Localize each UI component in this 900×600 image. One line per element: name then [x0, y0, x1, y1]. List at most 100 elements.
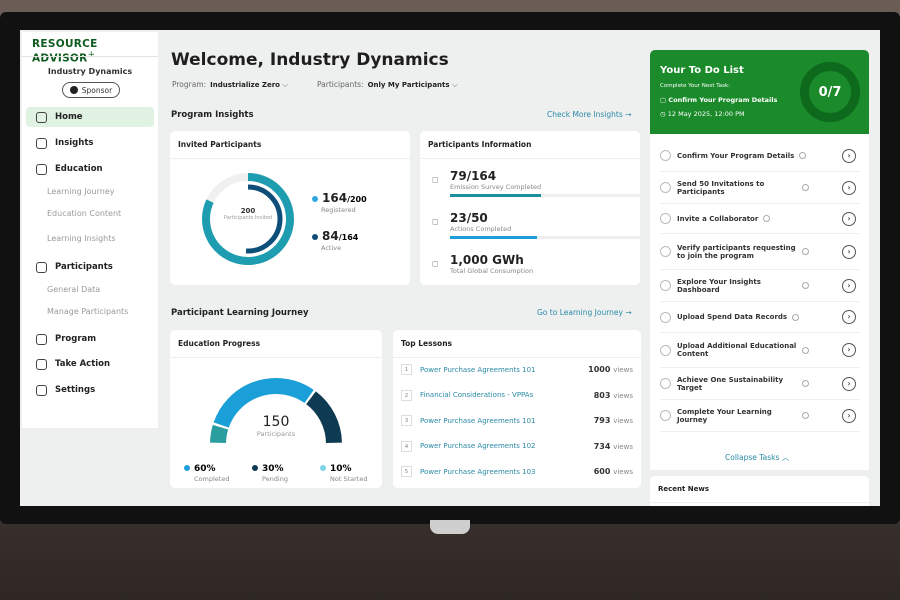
- book-icon: [36, 163, 47, 175]
- check-more-insights-link[interactable]: Check More Insights →: [547, 110, 632, 119]
- clipboard-icon: ▢: [660, 96, 667, 104]
- checkbox[interactable]: [660, 213, 671, 224]
- todo-task[interactable]: Upload Spend Data Records ›: [660, 302, 860, 333]
- sidebar-item[interactable]: Home: [26, 107, 154, 127]
- chevron-right-icon[interactable]: ›: [842, 148, 856, 163]
- sidebar-subitem[interactable]: Learning Journey: [47, 187, 115, 196]
- help-icon[interactable]: [802, 412, 809, 419]
- lesson-link: Power Purchase Agreements 103: [420, 467, 536, 476]
- divider: [22, 56, 158, 57]
- lesson-row[interactable]: 5 Power Purchase Agreements 103 600 views: [401, 466, 633, 477]
- help-icon[interactable]: [802, 282, 809, 289]
- todo-task[interactable]: Verify participants requesting to join t…: [660, 234, 860, 270]
- collapse-tasks-button[interactable]: Collapse Tasks ︿: [725, 453, 790, 462]
- next-task-link[interactable]: ▢ Confirm Your Program Details: [660, 96, 778, 104]
- todo-list: Confirm Your Program Details › Send 50 Inv…: [650, 134, 869, 470]
- section-title-insights: Program Insights: [171, 110, 254, 120]
- checkbox[interactable]: [660, 182, 671, 193]
- invited-participants-card: Invited Participants 200 Participants In…: [170, 131, 410, 285]
- todo-task[interactable]: Invite a Collaborator ›: [660, 204, 860, 234]
- gauge-legend-item: 10% Not Started: [320, 456, 367, 483]
- sidebar-subitem[interactable]: General Data: [47, 285, 101, 294]
- gear-icon: [36, 384, 47, 396]
- puzzle-icon: [36, 358, 47, 370]
- todo-task[interactable]: Upload Additional Educational Content ›: [660, 333, 860, 368]
- sidebar-item[interactable]: Insights: [26, 133, 154, 153]
- home-icon: ◻: [432, 217, 439, 226]
- lesson-row[interactable]: 2 Financial Considerations - VPPAs 803 vie…: [401, 389, 633, 401]
- todo-title: Your To Do List: [660, 65, 744, 76]
- clipboard-icon: ◻: [432, 175, 439, 184]
- arrow-right-icon: →: [625, 308, 632, 317]
- app-screen: RESOURCE ADVISOR+ Industry Dynamics Spon…: [20, 30, 880, 506]
- top-lessons-card: Top Lessons 1 Power Purchase Agreements 1…: [393, 330, 641, 488]
- logo[interactable]: RESOURCE ADVISOR+: [32, 38, 98, 65]
- info-row: 1,000 GWh Total Global Consumption: [450, 253, 534, 275]
- chevron-down-icon: ⌵: [282, 80, 289, 89]
- monitor-stand: [430, 520, 470, 534]
- progress-bar: [450, 194, 640, 197]
- sidebar-item[interactable]: Take Action: [26, 354, 154, 374]
- todo-task[interactable]: Achieve One Sustainability Target ›: [660, 368, 860, 400]
- help-icon[interactable]: [802, 380, 809, 387]
- chevron-right-icon[interactable]: ›: [842, 408, 856, 423]
- checkbox[interactable]: [660, 280, 671, 291]
- arrow-right-icon: →: [625, 110, 632, 119]
- todo-header: Your To Do List Complete Your Next Task:…: [650, 50, 869, 134]
- sidebar-subitem[interactable]: Education Content: [47, 209, 122, 218]
- checkbox[interactable]: [660, 311, 671, 323]
- chevron-down-icon: ⌵: [451, 80, 458, 89]
- chevron-right-icon[interactable]: ›: [842, 244, 856, 259]
- todo-task[interactable]: Complete Your Learning Journey ›: [660, 400, 860, 432]
- chevron-right-icon[interactable]: ›: [842, 278, 856, 293]
- todo-task[interactable]: Send 50 Invitations to Participants ›: [660, 172, 860, 204]
- gauge-legend-item: 30% Pending: [252, 456, 288, 483]
- chevron-up-icon: ︿: [781, 453, 790, 462]
- checkbox[interactable]: [660, 246, 671, 257]
- legend-dot: [312, 196, 318, 202]
- help-icon[interactable]: [763, 215, 771, 222]
- chevron-right-icon[interactable]: ›: [842, 211, 856, 226]
- sidebar-item[interactable]: Program: [26, 329, 154, 349]
- people-icon: [36, 261, 47, 273]
- invited-donut-chart: [202, 173, 294, 265]
- help-icon[interactable]: [802, 184, 809, 191]
- lesson-row[interactable]: 1 Power Purchase Agreements 101 1000 views: [401, 364, 633, 375]
- card-title: Top Lessons: [393, 330, 641, 358]
- lesson-row[interactable]: 4 Power Purchase Agreements 102 734 views: [401, 440, 633, 452]
- help-icon[interactable]: [799, 152, 807, 159]
- chevron-right-icon[interactable]: ›: [842, 310, 856, 324]
- todo-progress-ring: 0/7: [800, 62, 860, 122]
- chevron-right-icon[interactable]: ›: [842, 180, 856, 195]
- participants-filter[interactable]: Participants: Only My Participants ⌵: [317, 80, 458, 90]
- checkbox[interactable]: [660, 344, 671, 356]
- role-label: Sponsor: [81, 85, 113, 95]
- help-icon[interactable]: [792, 313, 800, 321]
- lesson-row[interactable]: 3 Power Purchase Agreements 101 793 views: [401, 415, 633, 426]
- donut-active-arc: [245, 184, 283, 254]
- donut-center-value: 200: [240, 207, 256, 215]
- active-stat: 84/164 Active: [312, 225, 358, 252]
- chevron-right-icon[interactable]: ›: [842, 343, 856, 357]
- legend-dot: [312, 234, 318, 240]
- checkbox[interactable]: [660, 150, 671, 161]
- program-filter[interactable]: Program: Industrialize Zero ⌵: [172, 80, 288, 90]
- sidebar-item[interactable]: Education: [26, 159, 154, 179]
- sidebar-item[interactable]: Settings: [26, 380, 154, 400]
- todo-task[interactable]: Explore Your Insights Dashboard ›: [660, 270, 860, 302]
- sidebar-subitem[interactable]: Manage Participants: [47, 307, 129, 316]
- todo-task[interactable]: Confirm Your Program Details ›: [660, 140, 860, 172]
- clock-icon: ◷: [660, 110, 666, 118]
- sidebar-subitem[interactable]: Learning Insights: [47, 234, 116, 243]
- go-to-learning-journey-link[interactable]: Go to Learning Journey →: [537, 308, 632, 317]
- checkbox[interactable]: [660, 410, 671, 421]
- help-icon[interactable]: [802, 346, 809, 354]
- next-task-date: ◷ 12 May 2025, 12:00 PM: [660, 110, 745, 118]
- sidebar-item[interactable]: Participants: [26, 257, 154, 277]
- page-title: Welcome, Industry Dynamics: [171, 50, 449, 70]
- checkbox[interactable]: [660, 378, 671, 389]
- education-gauge-chart: [210, 378, 342, 444]
- chevron-right-icon[interactable]: ›: [842, 376, 856, 391]
- help-icon[interactable]: [802, 248, 809, 255]
- gauge-segment-not-started: [210, 424, 229, 444]
